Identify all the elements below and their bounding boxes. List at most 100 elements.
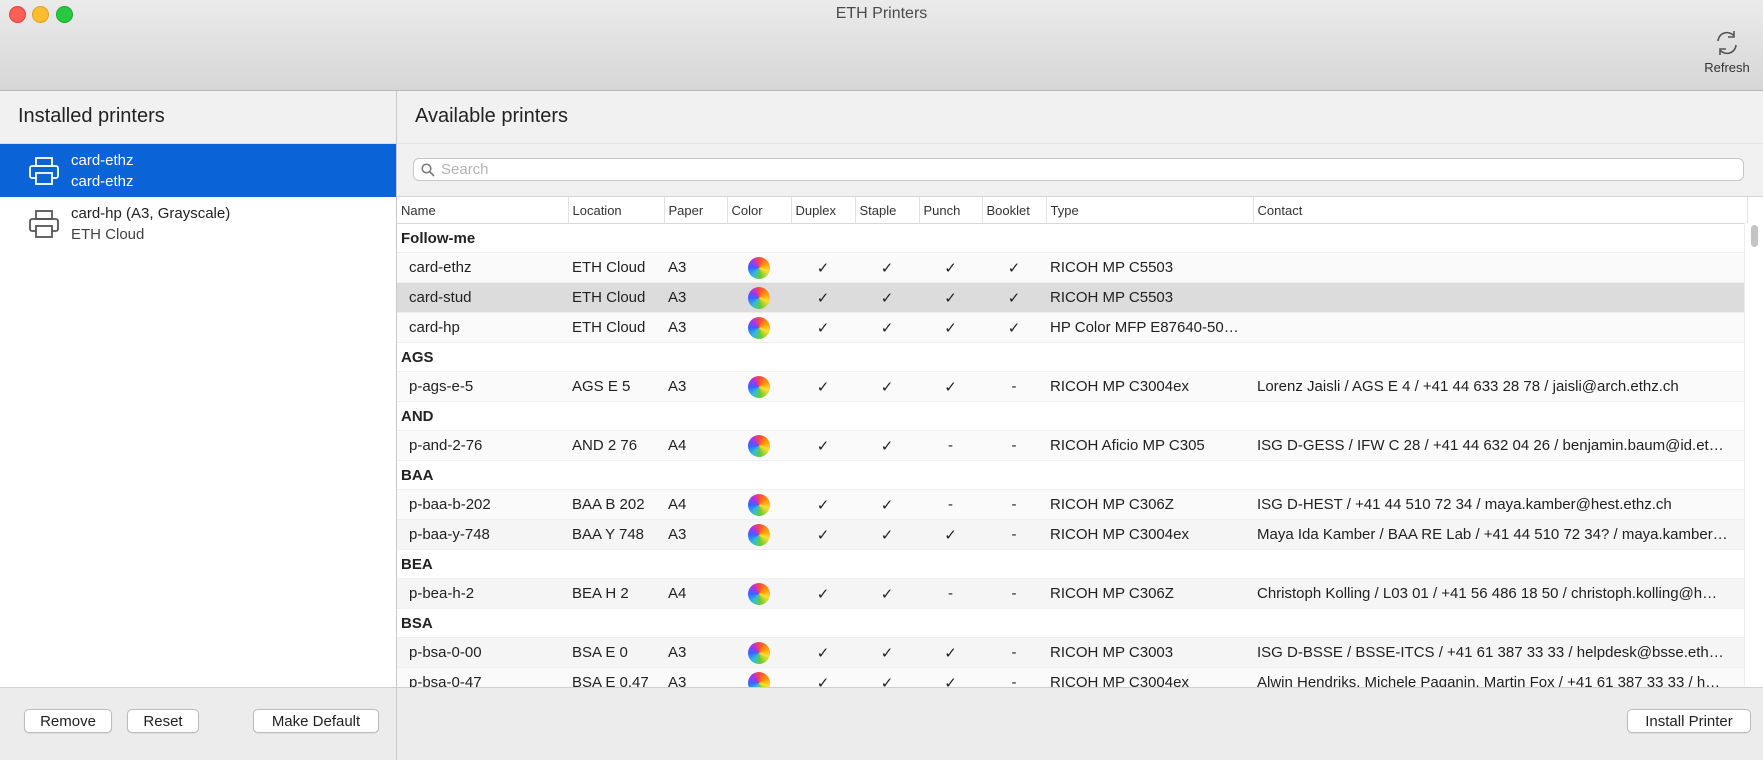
cell-type: RICOH MP C5503 (1046, 252, 1253, 283)
table-row[interactable]: card-ethz ETH Cloud A3 ✓ ✓ ✓ ✓ RICOH MP … (397, 252, 1747, 283)
column-header-type[interactable]: Type (1046, 197, 1254, 224)
group-header-row: AND (397, 401, 1747, 431)
color-wheel-icon (748, 256, 770, 279)
cell-color (727, 252, 791, 283)
cell-name: p-baa-y-748 (397, 519, 568, 550)
reset-button[interactable]: Reset (127, 709, 199, 733)
cell-name: card-stud (397, 282, 568, 313)
cell-booklet: - (982, 667, 1046, 687)
installed-printers-pane: Installed printers card-ethz card-ethz c… (0, 91, 397, 760)
scrollbar-thumb[interactable] (1751, 225, 1758, 247)
cell-name: p-bsa-0-00 (397, 637, 568, 668)
minimize-window-button[interactable] (32, 6, 49, 23)
cell-duplex: ✓ (791, 489, 855, 520)
cell-contact: Maya Ida Kamber / BAA RE Lab / +41 44 51… (1253, 519, 1747, 550)
available-printers-pane: Available printers Name (397, 91, 1763, 760)
column-header-booklet[interactable]: Booklet (982, 197, 1047, 224)
cell-contact (1253, 312, 1747, 343)
cell-duplex: ✓ (791, 371, 855, 402)
remove-button[interactable]: Remove (24, 709, 112, 733)
search-field[interactable] (413, 158, 1744, 181)
cell-duplex: ✓ (791, 430, 855, 461)
column-header-duplex[interactable]: Duplex (791, 197, 856, 224)
table-row[interactable]: p-bsa-0-47 BSA E 0.47 A3 ✓ ✓ ✓ - RICOH M… (397, 667, 1747, 687)
cell-contact: ISG D-BSSE / BSSE-ITCS / +41 61 387 33 3… (1253, 637, 1747, 668)
cell-booklet: - (982, 489, 1046, 520)
table-row[interactable]: card-hp ETH Cloud A3 ✓ ✓ ✓ ✓ HP Color MF… (397, 312, 1747, 343)
cell-location: BAA B 202 (568, 489, 664, 520)
cell-name: card-ethz (397, 252, 568, 283)
cell-paper: A4 (664, 578, 727, 609)
column-header-contact[interactable]: Contact (1253, 197, 1748, 224)
cell-duplex: ✓ (791, 519, 855, 550)
cell-type: RICOH MP C3004ex (1046, 667, 1253, 687)
refresh-label: Refresh (1704, 60, 1750, 75)
cell-color (727, 489, 791, 520)
printer-icon (29, 157, 59, 185)
refresh-button[interactable]: Refresh (1697, 28, 1757, 75)
table-row[interactable]: p-bea-h-2 BEA H 2 A4 ✓ ✓ - - RICOH MP C3… (397, 578, 1747, 609)
color-wheel-icon (748, 641, 770, 664)
cell-paper: A3 (664, 519, 727, 550)
column-header-color[interactable]: Color (727, 197, 792, 224)
cell-paper: A3 (664, 637, 727, 668)
cell-duplex: ✓ (791, 667, 855, 687)
cell-punch: ✓ (919, 312, 982, 343)
group-header-row: BSA (397, 608, 1747, 638)
cell-type: RICOH MP C3004ex (1046, 371, 1253, 402)
installed-item[interactable]: card-ethz card-ethz (0, 144, 396, 197)
cell-paper: A3 (664, 252, 727, 283)
table-row[interactable]: p-and-2-76 AND 2 76 A4 ✓ ✓ - - RICOH Afi… (397, 430, 1747, 461)
cell-contact (1253, 282, 1747, 313)
cell-booklet: - (982, 519, 1046, 550)
column-header-staple[interactable]: Staple (855, 197, 920, 224)
table-row[interactable]: p-baa-b-202 BAA B 202 A4 ✓ ✓ - - RICOH M… (397, 489, 1747, 520)
installed-item[interactable]: card-hp (A3, Grayscale) ETH Cloud (0, 197, 396, 250)
column-header-location[interactable]: Location (568, 197, 665, 224)
group-label: BAA (397, 460, 1747, 490)
table-row[interactable]: p-bsa-0-00 BSA E 0 A3 ✓ ✓ ✓ - RICOH MP C… (397, 637, 1747, 668)
installed-item-name: card-hp (A3, Grayscale) (71, 205, 231, 222)
vertical-scrollbar[interactable] (1744, 223, 1763, 687)
cell-name: p-bsa-0-47 (397, 667, 568, 687)
cell-booklet: - (982, 578, 1046, 609)
available-header: Available printers (397, 91, 1763, 144)
search-input[interactable] (441, 160, 1731, 179)
make-default-button[interactable]: Make Default (253, 709, 379, 733)
column-header-paper[interactable]: Paper (664, 197, 728, 224)
cell-type: RICOH MP C306Z (1046, 489, 1253, 520)
group-label: BSA (397, 608, 1747, 638)
cell-location: BEA H 2 (568, 578, 664, 609)
cell-location: ETH Cloud (568, 282, 664, 313)
cell-duplex: ✓ (791, 312, 855, 343)
printers-table: Name Location Paper Color Duplex Staple … (397, 197, 1748, 687)
search-icon (421, 163, 435, 177)
cell-booklet: ✓ (982, 282, 1046, 313)
column-header-punch[interactable]: Punch (919, 197, 983, 224)
cell-punch: ✓ (919, 282, 982, 313)
cell-duplex: ✓ (791, 637, 855, 668)
cell-color (727, 312, 791, 343)
cell-type: RICOH MP C3004ex (1046, 519, 1253, 550)
cell-punch: - (919, 578, 982, 609)
close-window-button[interactable] (9, 6, 26, 23)
column-header-name[interactable]: Name (397, 197, 569, 224)
table-row[interactable]: card-stud ETH Cloud A3 ✓ ✓ ✓ ✓ RICOH MP … (397, 282, 1747, 313)
cell-type: HP Color MFP E87640-50… (1046, 312, 1253, 343)
installed-item-detail: ETH Cloud (71, 226, 145, 243)
table-row[interactable]: p-baa-y-748 BAA Y 748 A3 ✓ ✓ ✓ - RICOH M… (397, 519, 1747, 550)
installed-header: Installed printers (0, 91, 396, 144)
cell-color (727, 430, 791, 461)
zoom-window-button[interactable] (56, 6, 73, 23)
available-footer: Install Printer (397, 687, 1763, 760)
cell-color (727, 371, 791, 402)
search-row (397, 144, 1763, 197)
install-printer-button[interactable]: Install Printer (1627, 709, 1751, 733)
printers-table-container[interactable]: Name Location Paper Color Duplex Staple … (397, 197, 1763, 687)
cell-paper: A3 (664, 667, 727, 687)
table-row[interactable]: p-ags-e-5 AGS E 5 A3 ✓ ✓ ✓ - RICOH MP C3… (397, 371, 1747, 402)
cell-booklet: - (982, 430, 1046, 461)
cell-punch: - (919, 489, 982, 520)
cell-staple: ✓ (855, 430, 919, 461)
